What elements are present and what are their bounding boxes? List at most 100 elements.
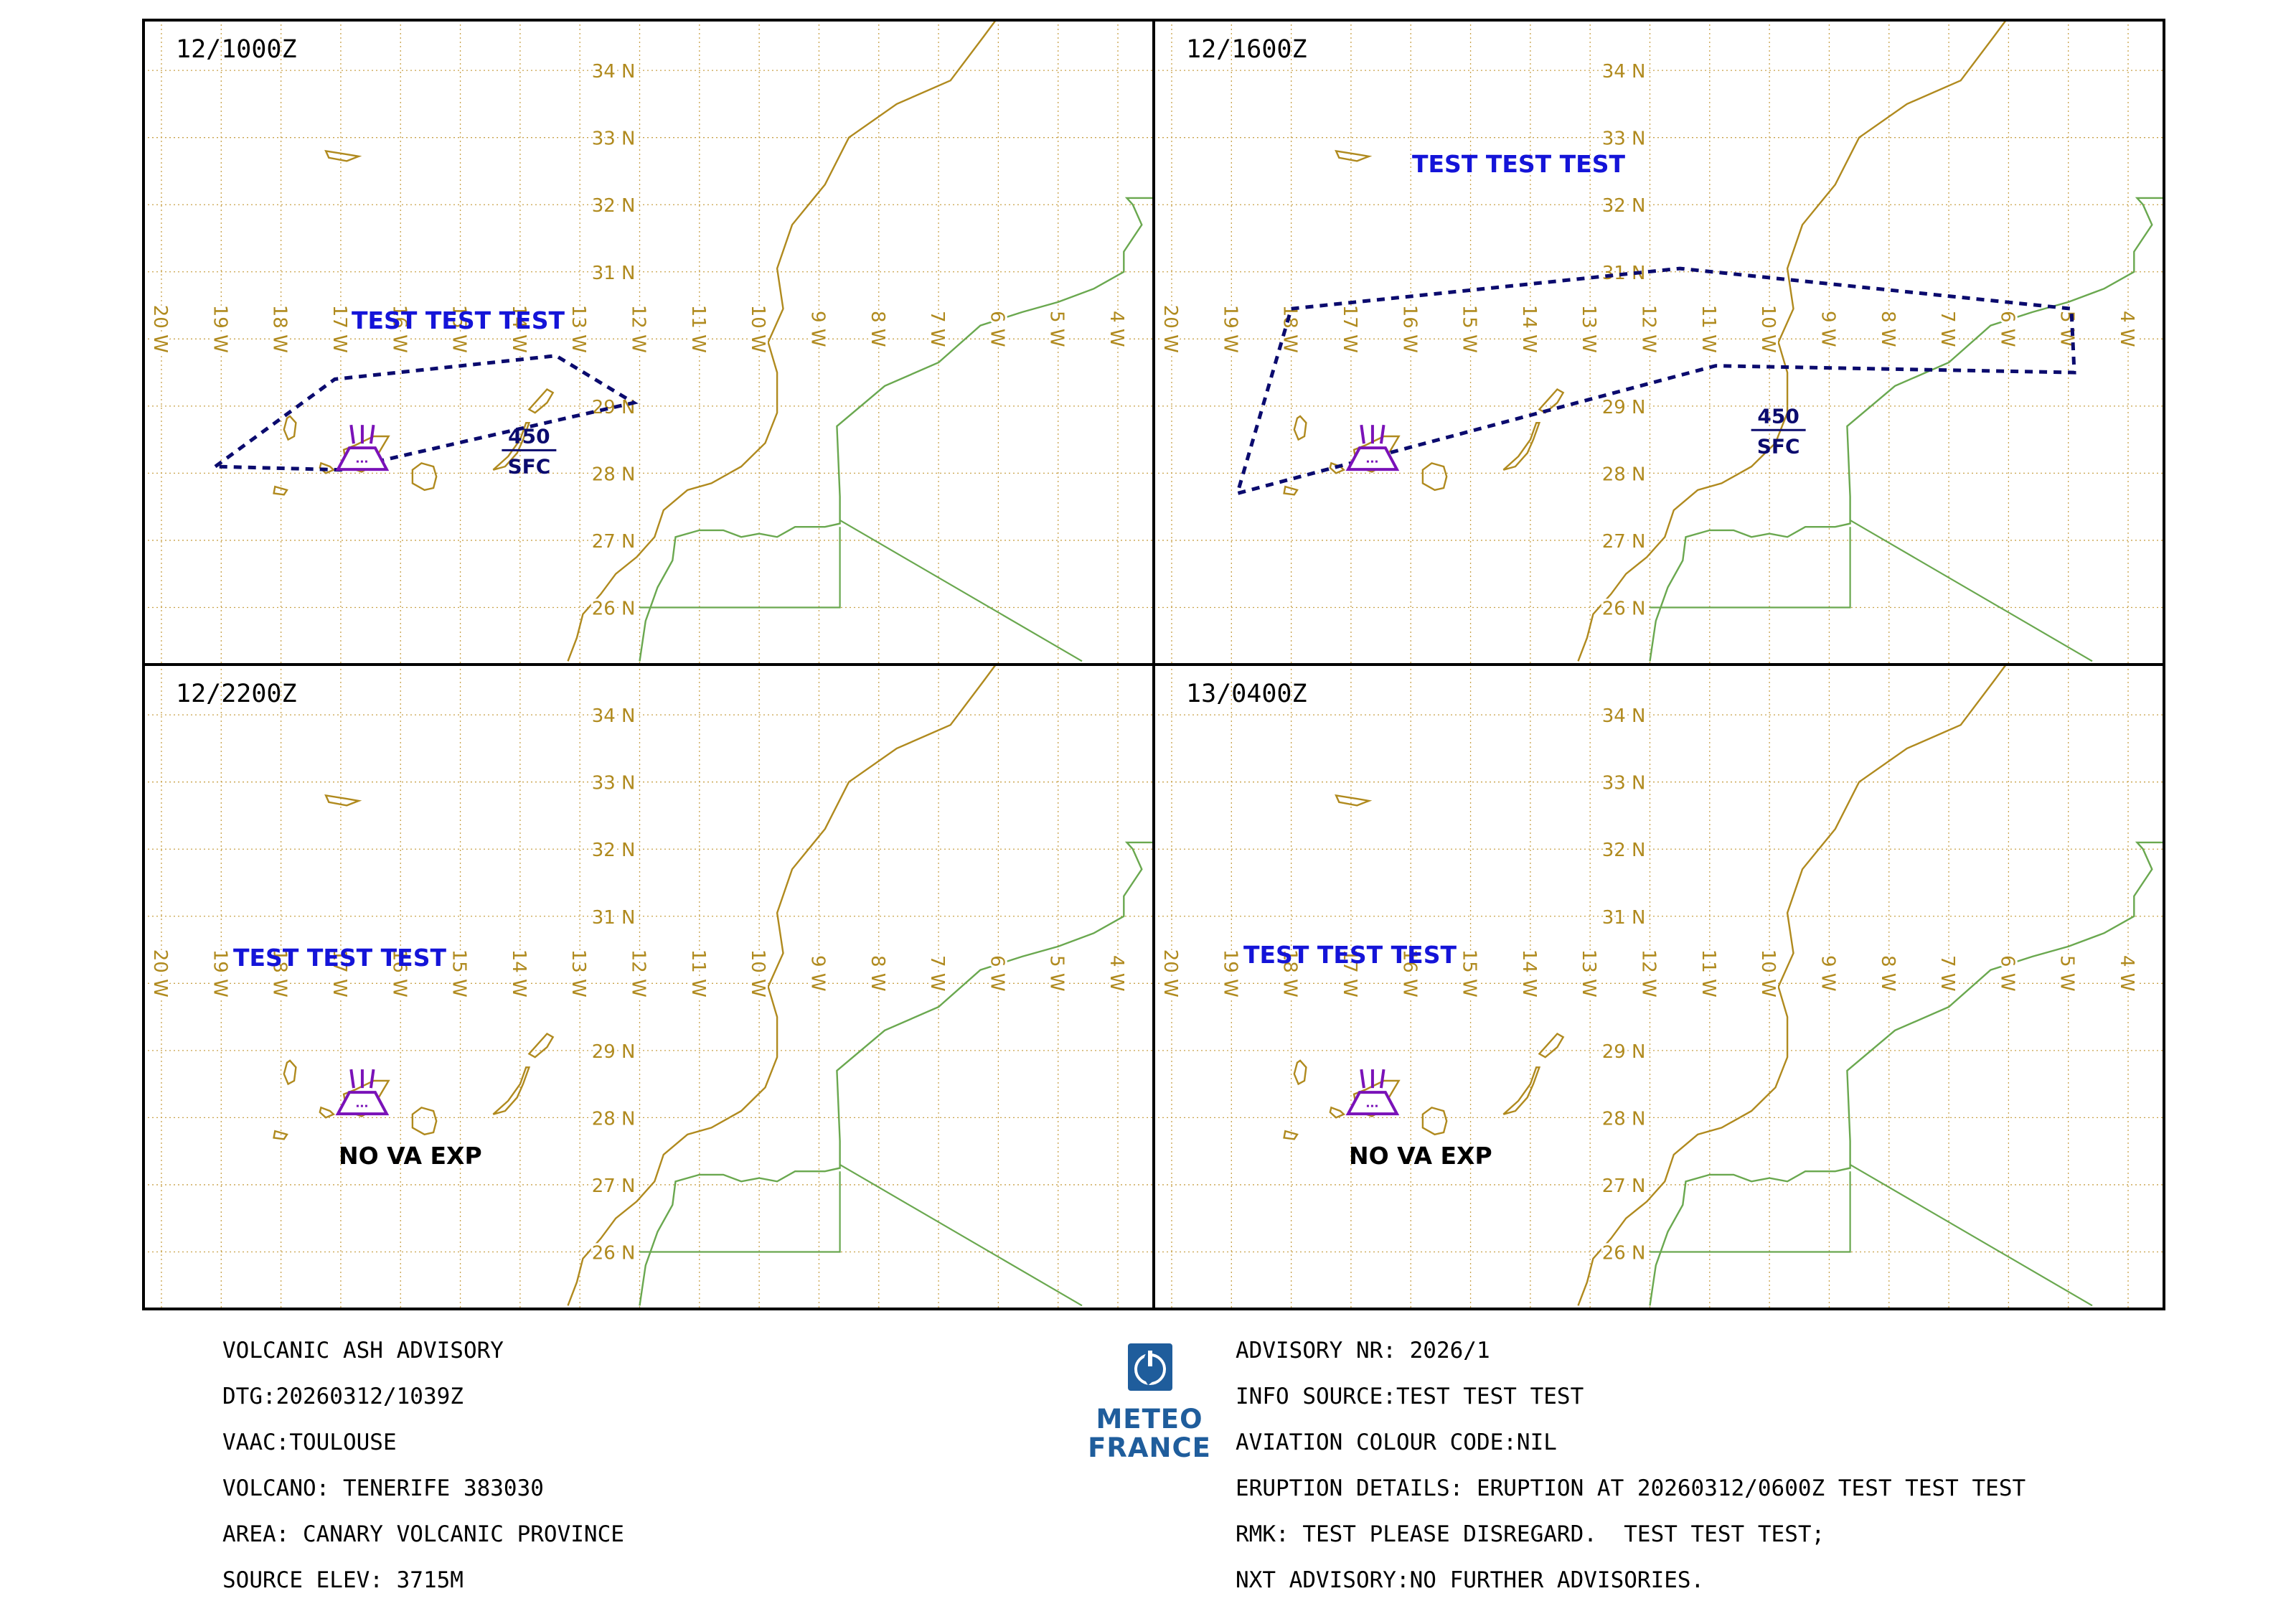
longitude-label: 17 W: [329, 949, 350, 998]
volcano-plume-line: [1360, 424, 1365, 444]
longitude-label: 16 W: [1398, 305, 1420, 353]
longitude-label: 4 W: [2116, 311, 2137, 347]
fir-boundary-line: [1650, 1171, 1851, 1253]
latitude-label: 33 N: [1602, 128, 1646, 150]
latitude-label: 29 N: [592, 1041, 636, 1063]
island-madeira: [324, 149, 362, 162]
island-gran-canaria: [1421, 1107, 1448, 1136]
longitude-label: 13 W: [1578, 305, 1599, 353]
island-el-hierro: [1283, 1130, 1299, 1140]
no-ash-note: NO VA EXP: [339, 1142, 482, 1170]
longitude-label: 10 W: [747, 305, 768, 353]
latitude-label: 31 N: [592, 907, 636, 929]
ash-cloud-polygon: [210, 354, 639, 472]
longitude-label: 10 W: [1757, 305, 1779, 353]
latitude-label: 26 N: [592, 598, 636, 619]
longitude-label: 5 W: [1046, 311, 1068, 347]
latitude-label: 29 N: [1602, 397, 1646, 418]
longitude-label: 14 W: [1518, 305, 1540, 353]
longitude-label: 7 W: [926, 311, 948, 347]
longitude-label: 10 W: [747, 949, 768, 998]
longitude-label: 7 W: [926, 955, 948, 992]
longitude-label: 5 W: [1046, 955, 1068, 992]
flight-level-top: 450: [508, 424, 550, 448]
flight-level-top: 450: [1757, 404, 1799, 428]
advisory-eruption-details: ERUPTION DETAILS: ERUPTION AT 20260312/0…: [1236, 1475, 2026, 1501]
logo-text-france: FRANCE: [1088, 1432, 1211, 1463]
latitude-label: 29 N: [592, 397, 636, 418]
fir-boundary-line: [1850, 519, 2093, 662]
longitude-label: 18 W: [269, 305, 291, 353]
longitude-label: 4 W: [2116, 955, 2137, 992]
latitude-label: 26 N: [1602, 598, 1646, 619]
volcano-icon: [335, 1069, 390, 1116]
longitude-label: 4 W: [1106, 311, 1127, 347]
latitude-label: 28 N: [592, 1108, 636, 1130]
longitude-label: 16 W: [388, 949, 410, 998]
ash-cloud-polygon: [1234, 266, 2076, 497]
advisory-colour-code: AVIATION COLOUR CODE:NIL: [1236, 1430, 1557, 1455]
longitude-label: 17 W: [1339, 305, 1360, 353]
longitude-label: 8 W: [867, 311, 888, 347]
latitude-label: 34 N: [592, 61, 636, 83]
latitude-label: 26 N: [1602, 1242, 1646, 1264]
island-madeira: [1335, 794, 1373, 807]
longitude-label: 15 W: [448, 305, 470, 353]
longitude-label: 6 W: [1996, 955, 2018, 992]
fir-boundary-line: [1650, 527, 1851, 609]
flight-level-base: SFC: [507, 454, 550, 478]
map-panel-2: 26 N27 N28 N29 N31 N32 N33 N34 N20 W 19 W…: [1152, 19, 2165, 666]
advisory-source-elev: SOURCE ELEV: 3715M: [222, 1567, 464, 1593]
latitude-label: 33 N: [1602, 773, 1646, 794]
longitude-label: 16 W: [1398, 949, 1420, 998]
longitude-label: 13 W: [568, 949, 589, 998]
volcano-plume-line: [349, 1069, 355, 1089]
longitude-label: 6 W: [1996, 311, 2018, 347]
longitude-label: 17 W: [1339, 949, 1360, 998]
advisory-area: AREA: CANARY VOLCANIC PROVINCE: [222, 1521, 624, 1547]
panel-time-label: 12/1600Z: [1186, 35, 1307, 64]
longitude-label: 14 W: [1518, 949, 1540, 998]
volcano-icon: [335, 424, 390, 471]
longitude-label: 15 W: [448, 949, 470, 998]
latitude-label: 27 N: [592, 1175, 636, 1197]
fir-boundary-line: [1649, 841, 2164, 1306]
longitude-label: 10 W: [1757, 949, 1779, 998]
latitude-label: 29 N: [1602, 1041, 1646, 1063]
advisory-vaac: VAAC:TOULOUSE: [222, 1430, 397, 1455]
advisory-dtg: DTG:20260312/1039Z: [222, 1384, 464, 1409]
latitude-label: 32 N: [1602, 840, 1646, 861]
island-el-hierro: [273, 485, 288, 496]
test-text-label: TEST TEST TEST: [1243, 941, 1457, 969]
vaac-map-grid: 26 N 27 N 28 N 29 N 31 N 32 N 33 N 34 N 20 W 19 W…: [142, 19, 2165, 1310]
longitude-label: 9 W: [806, 311, 828, 347]
longitude-label: 4 W: [1106, 955, 1127, 992]
test-text-label: TEST TEST TEST: [352, 306, 565, 334]
longitude-label: 18 W: [1279, 949, 1301, 998]
latitude-label: 33 N: [592, 773, 636, 794]
volcano-plume-line: [1379, 1069, 1385, 1089]
island-la-gomera: [319, 1106, 336, 1119]
advisory-volcano: VOLCANO: TENERIFE 383030: [222, 1475, 544, 1501]
longitude-label: 13 W: [1578, 949, 1599, 998]
volcano-cone: [1345, 446, 1400, 471]
latitude-label: 34 N: [592, 705, 636, 727]
longitude-label: 6 W: [986, 955, 1007, 992]
fir-boundary-line: [1850, 1163, 2093, 1307]
longitude-label: 15 W: [1459, 949, 1480, 998]
no-ash-note: NO VA EXP: [1349, 1142, 1492, 1170]
volcano-cone: [335, 446, 390, 471]
island-lanzarote: [1538, 1032, 1565, 1059]
longitude-label: 19 W: [209, 949, 230, 998]
advisory-right-column: ADVISORY NR: 2026/1 INFO SOURCE:TEST TES…: [1236, 1336, 2026, 1612]
latitude-label: 27 N: [1602, 531, 1646, 553]
island-gran-canaria: [411, 1107, 438, 1136]
volcano-plume-line: [1360, 1069, 1365, 1089]
island-la-gomera: [319, 461, 336, 474]
latitude-label: 31 N: [592, 263, 636, 284]
fir-boundary-line: [639, 841, 1154, 1306]
island-lanzarote: [527, 388, 555, 414]
fir-boundary-line: [639, 1171, 841, 1253]
map-background: [144, 20, 1154, 665]
panel-frame: [1152, 663, 2165, 1310]
